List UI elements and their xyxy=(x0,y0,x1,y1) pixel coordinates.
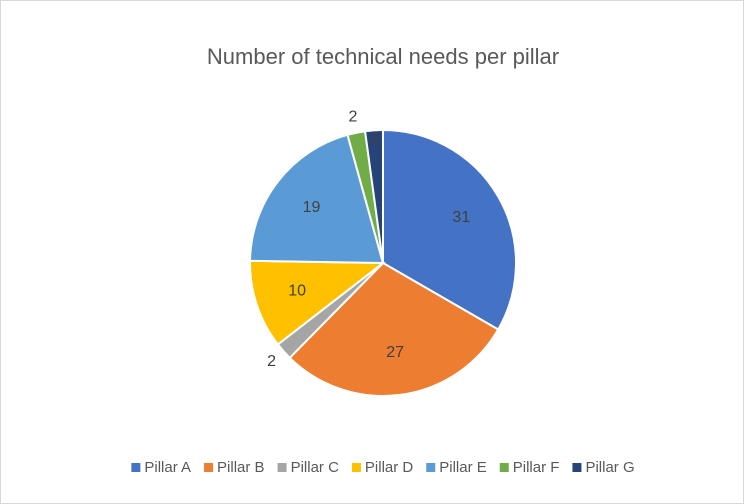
legend-swatch xyxy=(351,463,361,472)
pie-slice xyxy=(363,128,384,264)
data-label: 2 xyxy=(349,108,358,125)
legend-label: Pillar G xyxy=(585,459,634,476)
legend-label: Pillar B xyxy=(217,459,265,476)
data-label: 19 xyxy=(303,199,321,216)
legend-label: Pillar E xyxy=(439,459,487,476)
data-label: 2 xyxy=(267,353,276,370)
pie-slice xyxy=(382,128,517,331)
legend-swatch xyxy=(204,463,214,472)
legend-swatch xyxy=(499,463,509,472)
legend-swatch xyxy=(426,463,436,472)
legend-swatch xyxy=(131,463,141,472)
legend-swatch xyxy=(277,463,287,472)
legend-swatch xyxy=(572,463,582,472)
pie-slice xyxy=(288,261,500,397)
data-label: 31 xyxy=(452,209,470,226)
data-label: 27 xyxy=(386,344,404,361)
pie-slice xyxy=(249,259,386,346)
chart-title: Number of technical needs per pillar xyxy=(207,44,559,69)
legend-label: Pillar D xyxy=(365,459,414,476)
data-label: 2 xyxy=(370,131,379,148)
data-label: 10 xyxy=(288,283,306,300)
legend-label: Pillar F xyxy=(513,459,560,476)
legend-label: Pillar C xyxy=(291,459,340,476)
pie-slice xyxy=(249,133,385,265)
legend-label: Pillar A xyxy=(144,459,191,476)
